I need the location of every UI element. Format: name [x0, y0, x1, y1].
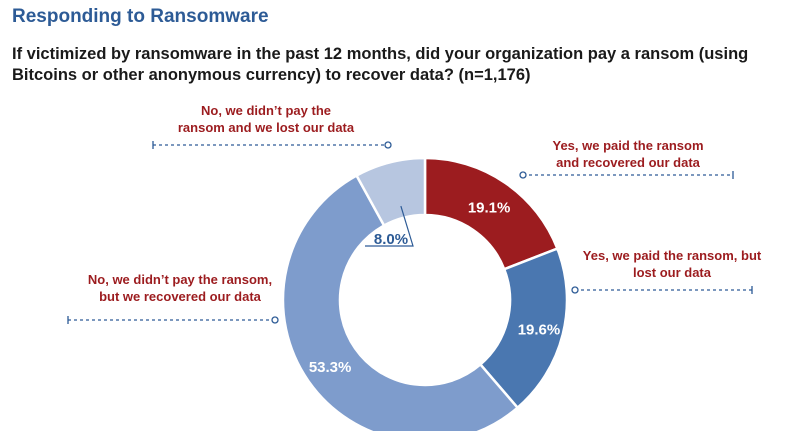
survey-question: If victimized by ransomware in the past …: [12, 45, 749, 84]
leader-line: [152, 141, 392, 149]
slice-percent-label: 19.1%: [468, 199, 511, 216]
callout-paid-lost: Yes, we paid the ransom, but lost our da…: [562, 247, 782, 281]
slice-percent-label: 53.3%: [309, 359, 352, 376]
callout-line: ransom and we lost our data: [177, 120, 355, 135]
callout-line: No, we didn’t pay the: [200, 103, 331, 118]
slice-percent-label: 19.6%: [518, 322, 561, 339]
leader-line: [519, 171, 734, 179]
callout-not-paid-recovered: No, we didn’t pay the ransom, but we rec…: [80, 271, 280, 305]
leader-line: [67, 316, 279, 324]
small-slice-pointer: [365, 205, 414, 247]
callout-line: Yes, we paid the ransom, but: [582, 248, 762, 263]
callout-line: lost our data: [632, 265, 711, 280]
slice-percent-label: 8.0%: [374, 231, 408, 248]
leader-line: [571, 286, 753, 294]
callout-line: No, we didn’t pay the ransom,: [87, 272, 273, 287]
callout-line: Yes, we paid the ransom: [552, 138, 704, 153]
donut-slice: [281, 173, 520, 431]
donut-slice: [354, 156, 427, 228]
callout-line: but we recovered our data: [99, 289, 261, 304]
callout-not-paid-lost: No, we didn’t pay the ransom and we lost…: [168, 102, 364, 136]
page-title: Responding to Ransomware: [12, 6, 269, 27]
callout-paid-recovered: Yes, we paid the ransom and recovered ou…: [530, 137, 726, 171]
callout-line: and recovered our data: [556, 155, 700, 170]
